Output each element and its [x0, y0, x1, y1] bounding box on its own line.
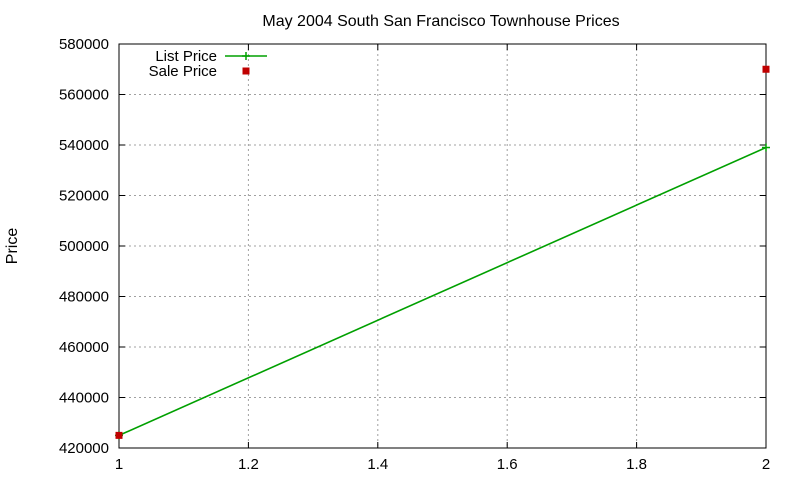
x-tick-label: 1.6: [497, 456, 518, 473]
plot-frame: [118, 43, 767, 449]
legend-label: Sale Price: [149, 63, 217, 80]
series-line: [118, 146, 767, 437]
series-layer: [115, 65, 770, 440]
y-tick-label: 580000: [59, 36, 109, 53]
chart-title: May 2004 South San Francisco Townhouse P…: [262, 13, 619, 30]
y-tick-label: 460000: [59, 339, 109, 356]
data-point: [762, 143, 770, 152]
legend-swatch-marker: [242, 67, 250, 75]
y-ticks: 420000 440000 460000 480000 500000 520000 5400…: [59, 36, 766, 457]
x-tick-label: 1.4: [367, 456, 388, 473]
series-sale-price: [115, 65, 770, 439]
legend-swatch-marker: [242, 52, 250, 60]
x-tick-label: 1.2: [238, 456, 259, 473]
legend-label: List Price: [155, 48, 217, 65]
y-tick-label: 520000: [59, 188, 109, 205]
x-tick-label: 1.8: [626, 456, 647, 473]
data-point: [762, 65, 770, 73]
x-ticks: 1 1.2 1.4 1.6 1.8 2: [115, 44, 770, 473]
x-tick-label: 1: [115, 456, 123, 473]
y-tick-label: 420000: [59, 440, 109, 457]
grid-lines: [119, 44, 766, 448]
y-tick-label: 500000: [59, 238, 109, 255]
y-tick-label: 540000: [59, 137, 109, 154]
series-list-price: [115, 143, 770, 440]
y-axis-label: Price: [4, 228, 21, 265]
y-tick-label: 560000: [59, 87, 109, 104]
x-tick-label: 2: [762, 456, 770, 473]
y-tick-label: 480000: [59, 289, 109, 306]
y-tick-label: 440000: [59, 390, 109, 407]
data-point: [115, 431, 123, 439]
